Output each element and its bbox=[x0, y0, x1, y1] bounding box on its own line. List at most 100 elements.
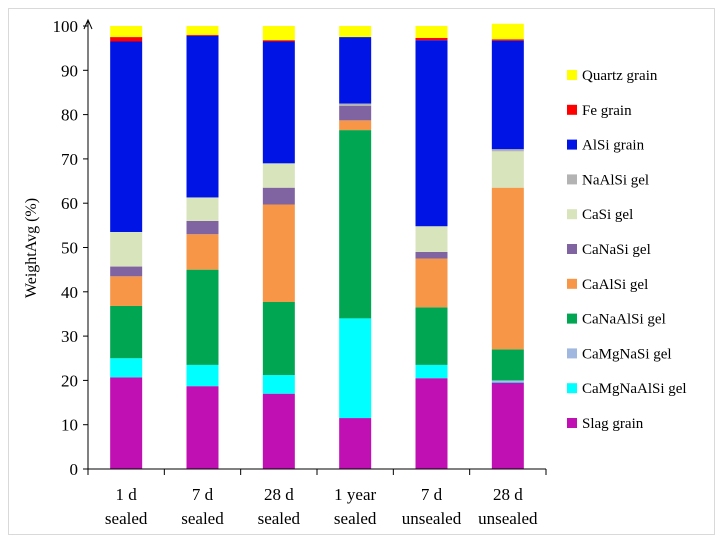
x-category-label-2-line-2: sealed bbox=[181, 509, 224, 528]
bar-segment-fe-grain-6 bbox=[491, 39, 524, 41]
bar-segment-casi-gel-3 bbox=[262, 163, 295, 188]
bar-segment-camgnaalsi-gel-2 bbox=[186, 364, 219, 387]
y-axis-label: WeightAvg (%) bbox=[23, 198, 40, 298]
bar-segment-quartz-grain-4 bbox=[339, 26, 372, 38]
y-tick-label-60: 60 bbox=[61, 194, 78, 213]
bar-segment-alsi-grain-1 bbox=[110, 41, 143, 232]
bar-segment-canasi-gel-4 bbox=[339, 105, 372, 121]
bar-segment-slag-grain-1 bbox=[110, 377, 143, 469]
bar-segment-casi-gel-5 bbox=[415, 226, 448, 252]
bar-segment-caalsi-gel-2 bbox=[186, 234, 219, 270]
bar-segment-camgnaalsi-gel-4 bbox=[339, 318, 372, 419]
bar-segment-naalsi-gel-6 bbox=[491, 149, 524, 152]
legend-swatch-slag-grain bbox=[567, 418, 577, 428]
bar-segment-alsi-grain-3 bbox=[262, 41, 295, 164]
legend-swatch-quartz-grain bbox=[567, 70, 577, 80]
bar-segment-slag-grain-3 bbox=[262, 393, 295, 469]
bar-segment-quartz-grain-6 bbox=[491, 23, 524, 40]
bar-segment-quartz-grain-3 bbox=[262, 26, 295, 41]
x-category-label-4-line-1: 1 year bbox=[334, 485, 376, 504]
legend-swatch-camgnasi-gel bbox=[567, 348, 577, 359]
bar-segment-naalsi-gel-4 bbox=[339, 103, 372, 106]
y-tick-label-10: 10 bbox=[61, 416, 78, 435]
legend-label-camgnaalsi-gel: CaMgNaAlSi gel bbox=[582, 381, 687, 397]
bar-segment-caalsi-gel-6 bbox=[491, 187, 524, 350]
legend-swatch-camgnaalsi-gel bbox=[567, 383, 577, 394]
x-category-label-2-line-1: 7 d bbox=[192, 485, 214, 504]
x-category-label-5-line-2: unsealed bbox=[402, 509, 462, 528]
bar-segment-quartz-grain-5 bbox=[415, 26, 448, 38]
y-tick-label-70: 70 bbox=[61, 150, 78, 169]
legend-label-naalsi-gel: NaAlSi gel bbox=[582, 172, 649, 188]
bar-segment-camgnasi-gel-6 bbox=[491, 380, 524, 382]
bar-segment-camgnaalsi-gel-5 bbox=[415, 364, 448, 379]
x-category-label-1-line-2: sealed bbox=[105, 509, 148, 528]
bar-segment-caalsi-gel-3 bbox=[262, 204, 295, 302]
legend-swatch-canaalsi-gel bbox=[567, 313, 577, 324]
y-tick-label-40: 40 bbox=[61, 283, 78, 302]
x-category-label-3-line-1: 28 d bbox=[264, 485, 294, 504]
legend-swatch-caalsi-gel bbox=[567, 278, 577, 289]
legend-label-casi-gel: CaSi gel bbox=[582, 207, 633, 223]
y-tick-label-80: 80 bbox=[61, 106, 78, 125]
x-category-label-5-line-1: 7 d bbox=[421, 485, 443, 504]
bar-segment-canasi-gel-5 bbox=[415, 251, 448, 259]
bar-segment-alsi-grain-2 bbox=[186, 35, 219, 198]
legend-label-fe-grain: Fe grain bbox=[582, 103, 632, 119]
bar-segment-fe-grain-2 bbox=[186, 34, 219, 36]
bar-segment-casi-gel-6 bbox=[491, 151, 524, 188]
bars-layer bbox=[110, 23, 524, 469]
bar-segment-canaalsi-gel-3 bbox=[262, 301, 295, 376]
bar-segment-canasi-gel-3 bbox=[262, 187, 295, 205]
legend-label-canasi-gel: CaNaSi gel bbox=[582, 242, 651, 258]
y-axis-line bbox=[83, 18, 93, 469]
legend-label-canaalsi-gel: CaNaAlSi gel bbox=[582, 312, 666, 328]
bar-segment-canaalsi-gel-1 bbox=[110, 305, 143, 359]
legend-swatch-fe-grain bbox=[567, 104, 577, 115]
bar-segment-fe-grain-5 bbox=[415, 37, 448, 41]
y-tick-label-20: 20 bbox=[61, 371, 78, 390]
bar-segment-alsi-grain-5 bbox=[415, 40, 448, 227]
bar-segment-quartz-grain-2 bbox=[186, 26, 219, 35]
bar-segment-slag-grain-2 bbox=[186, 386, 219, 469]
legend: Quartz grain Fe grain AlSi grain NaAlSi gel… bbox=[567, 68, 687, 432]
bar-segment-canaalsi-gel-6 bbox=[491, 349, 524, 381]
legend-label-camgnasi-gel: CaMgNaSi gel bbox=[582, 346, 672, 362]
y-tick-label-30: 30 bbox=[61, 327, 78, 346]
bar-segment-quartz-grain-1 bbox=[110, 26, 143, 38]
legend-label-caalsi-gel: CaAlSi gel bbox=[582, 277, 648, 293]
bar-segment-canaalsi-gel-5 bbox=[415, 307, 448, 365]
bar-segment-slag-grain-4 bbox=[339, 418, 372, 469]
bar-segment-slag-grain-5 bbox=[415, 378, 448, 469]
y-tick-label-0: 0 bbox=[70, 460, 79, 479]
bar-segment-slag-grain-6 bbox=[491, 382, 524, 469]
bar-segment-caalsi-gel-4 bbox=[339, 120, 372, 131]
legend-swatch-canasi-gel bbox=[567, 244, 577, 254]
bar-segment-casi-gel-2 bbox=[186, 197, 219, 221]
legend-swatch-naalsi-gel bbox=[567, 174, 577, 185]
y-tick-label-90: 90 bbox=[61, 61, 78, 80]
legend-label-alsi-grain: AlSi grain bbox=[582, 138, 645, 154]
x-category-label-3-line-2: sealed bbox=[258, 509, 301, 528]
x-category-label-1-line-1: 1 d bbox=[116, 485, 138, 504]
bar-segment-fe-grain-1 bbox=[110, 37, 143, 42]
bar-segment-canaalsi-gel-2 bbox=[186, 269, 219, 365]
bar-segment-caalsi-gel-5 bbox=[415, 258, 448, 308]
bar-segment-caalsi-gel-1 bbox=[110, 276, 143, 306]
bar-segment-alsi-grain-6 bbox=[491, 40, 524, 150]
legend-swatch-casi-gel bbox=[567, 209, 577, 220]
bar-segment-canasi-gel-2 bbox=[186, 220, 219, 235]
bar-segment-camgnaalsi-gel-1 bbox=[110, 358, 143, 378]
x-category-label-4-line-2: sealed bbox=[334, 509, 377, 528]
bar-segment-canasi-gel-1 bbox=[110, 266, 143, 277]
bar-segment-camgnaalsi-gel-3 bbox=[262, 375, 295, 394]
axes-layer: 0 10 20 30 40 50 60 70 80 90 100 1 d sealed 7 d sealed… bbox=[53, 17, 547, 528]
bar-segment-camgnaalsi-gel-6 bbox=[491, 381, 524, 383]
y-tick-label-50: 50 bbox=[61, 239, 78, 258]
legend-label-quartz-grain: Quartz grain bbox=[582, 68, 658, 84]
bar-segment-fe-grain-3 bbox=[262, 40, 295, 42]
x-category-label-6-line-1: 28 d bbox=[493, 485, 523, 504]
bar-segment-casi-gel-1 bbox=[110, 231, 143, 267]
bar-segment-canaalsi-gel-4 bbox=[339, 130, 372, 319]
